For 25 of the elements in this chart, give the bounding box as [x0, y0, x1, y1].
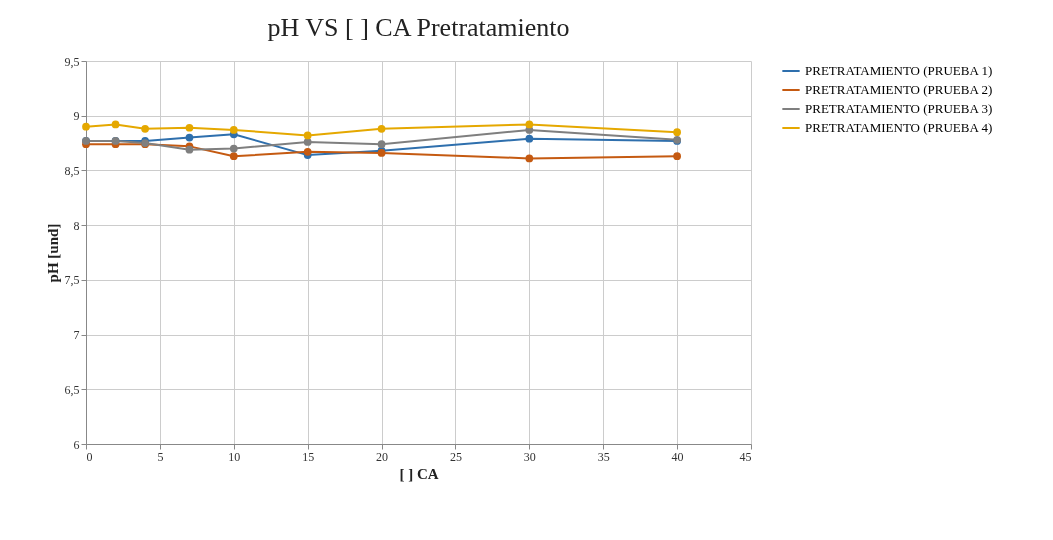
y-axis-title: pH [und]: [44, 223, 61, 283]
x-tick-label: 15: [302, 449, 315, 464]
x-tick-label: 5: [157, 449, 164, 464]
y-tick-label: 6: [73, 437, 80, 452]
y-tick-label: 9: [73, 109, 80, 124]
legend-label: PRETRATAMIENTO (PRUEBA 1): [805, 63, 993, 78]
x-tick-label: 10: [228, 449, 241, 464]
y-tick-label: 8,5: [64, 163, 80, 178]
y-tick-label: 9,5: [64, 54, 80, 69]
legend-label: PRETRATAMIENTO (PRUEBA 4): [805, 120, 993, 135]
x-axis-title: [ ] CA: [399, 465, 439, 482]
y-tick-label: 8: [73, 218, 80, 233]
x-tick-label: 25: [449, 449, 462, 464]
x-tick-label: 30: [523, 449, 536, 464]
chart-title: pH VS [ ] CA Pretratamiento: [267, 13, 570, 42]
x-tick-label: 35: [597, 449, 610, 464]
x-tick-label: 20: [376, 449, 389, 464]
x-tick-label: 45: [739, 449, 752, 464]
y-tick-label: 7,5: [64, 273, 80, 288]
x-tick-label: 0: [86, 449, 93, 464]
y-tick-label: 6,5: [64, 382, 80, 397]
x-tick-label: 40: [671, 449, 684, 464]
legend-label: PRETRATAMIENTO (PRUEBA 3): [805, 101, 993, 116]
legend-label: PRETRATAMIENTO (PRUEBA 2): [805, 82, 993, 97]
y-tick-label: 7: [73, 328, 80, 343]
